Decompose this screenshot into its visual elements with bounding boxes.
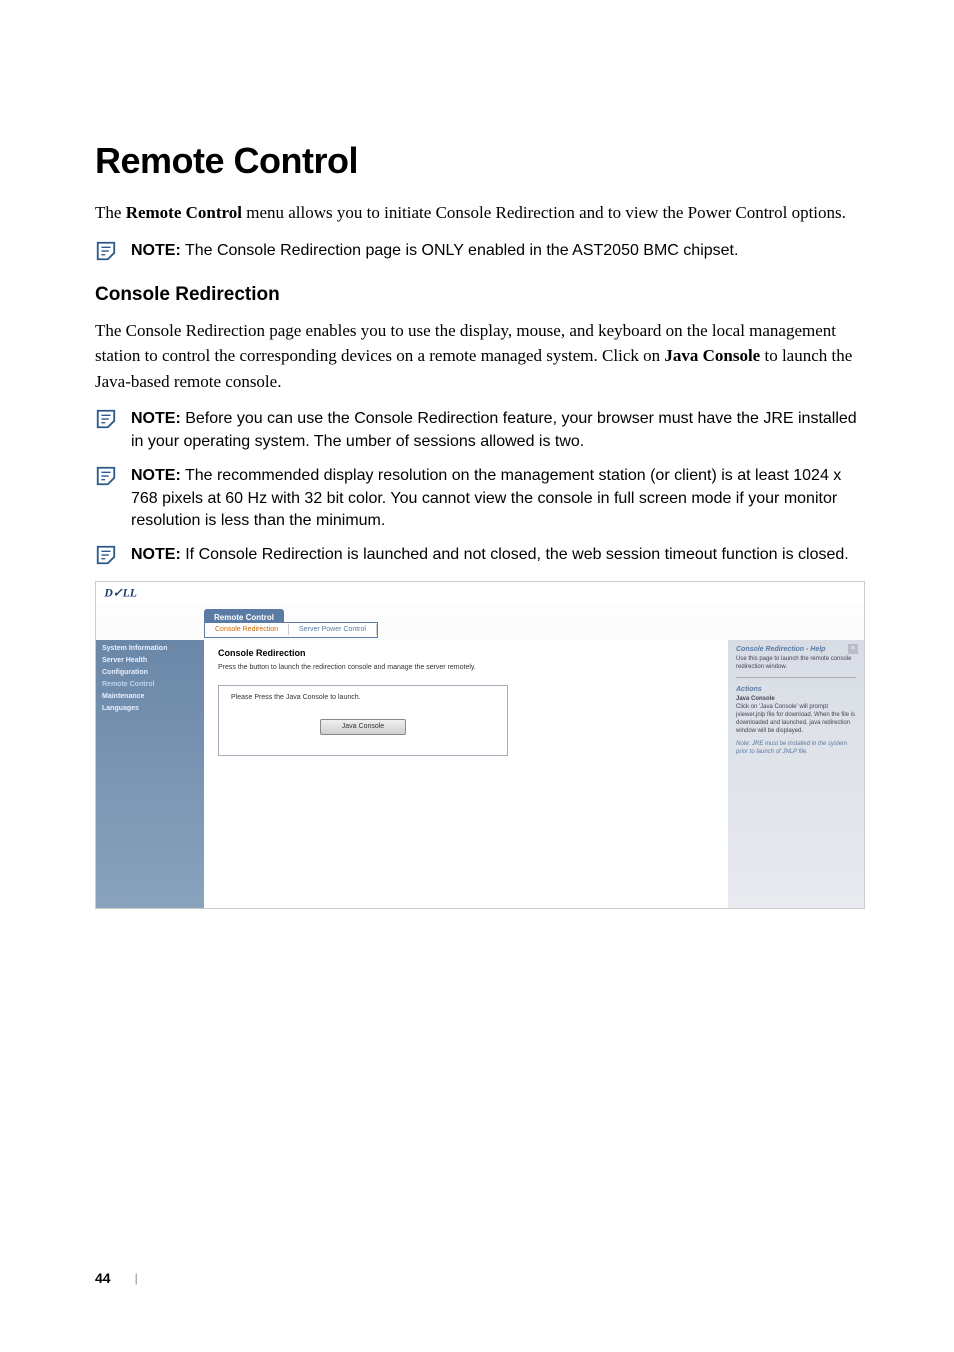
- ss-main-title: Console Redirection: [218, 648, 714, 658]
- note-text-2: NOTE: Before you can use the Console Red…: [131, 408, 869, 453]
- note-icon: [95, 240, 117, 262]
- ss-help-sub: Use this page to launch the remote conso…: [736, 656, 856, 679]
- ss-topbar: D✓LL: [96, 582, 864, 604]
- page-title: Remote Control: [95, 140, 869, 182]
- ss-subtab-console-redirection[interactable]: Console Redirection: [205, 624, 289, 635]
- dell-logo: D✓LL: [104, 585, 158, 601]
- note-body: If Console Redirection is launched and n…: [181, 546, 849, 563]
- java-console-button[interactable]: Java Console: [320, 719, 406, 735]
- note-block-4: NOTE: If Console Redirection is launched…: [95, 544, 869, 566]
- embedded-screenshot: D✓LL Remote Control Console Redirection …: [95, 581, 865, 909]
- note-body: The Console Redirection page is ONLY ena…: [181, 242, 739, 259]
- note-icon: [95, 465, 117, 487]
- page-number: 44: [95, 1270, 111, 1286]
- ss-help-jc-label: Java Console: [736, 696, 775, 702]
- intro-text-2: menu allows you to initiate Console Redi…: [242, 203, 846, 222]
- page-footer: 44 |: [95, 1270, 138, 1286]
- ss-help-actions-label: Actions: [736, 686, 856, 693]
- ss-launch-box: Please Press the Java Console to launch.…: [218, 685, 508, 756]
- svg-text:D✓LL: D✓LL: [104, 586, 137, 599]
- sidebar-item-remote-control[interactable]: Remote Control: [102, 680, 198, 689]
- ss-help-title: Console Redirection - Help: [736, 646, 856, 653]
- section-heading: Console Redirection: [95, 284, 869, 306]
- ss-subtab-server-power-control[interactable]: Server Power Control: [289, 624, 377, 635]
- sidebar-item-languages[interactable]: Languages: [102, 704, 198, 713]
- section-paragraph: The Console Redirection page enables you…: [95, 318, 869, 395]
- note-icon: [95, 544, 117, 566]
- intro-text-1: The: [95, 203, 126, 222]
- note-label: NOTE:: [131, 410, 181, 427]
- note-body: The recommended display resolution on th…: [131, 467, 841, 529]
- note-label: NOTE:: [131, 546, 181, 563]
- help-close-icon[interactable]: ×: [848, 644, 858, 654]
- ss-sidebar: System Information Server Health Configu…: [96, 640, 204, 908]
- ss-subtab-row: Console Redirection Server Power Control: [204, 622, 378, 638]
- sidebar-item-configuration[interactable]: Configuration: [102, 668, 198, 677]
- intro-paragraph: The Remote Control menu allows you to in…: [95, 200, 869, 226]
- ss-help-note: Note: JRE must be installed in the syste…: [736, 741, 856, 757]
- sidebar-item-maintenance[interactable]: Maintenance: [102, 692, 198, 701]
- ss-launch-text: Please Press the Java Console to launch.: [231, 694, 495, 701]
- note-block-2: NOTE: Before you can use the Console Red…: [95, 408, 869, 453]
- note-text-1: NOTE: The Console Redirection page is ON…: [131, 240, 738, 262]
- note-icon: [95, 408, 117, 430]
- note-block-3: NOTE: The recommended display resolution…: [95, 465, 869, 532]
- section-bold: Java Console: [664, 346, 760, 365]
- page-separator: |: [135, 1271, 138, 1285]
- note-body: Before you can use the Console Redirecti…: [131, 410, 857, 449]
- sidebar-item-server-health[interactable]: Server Health: [102, 656, 198, 665]
- ss-help-jc-text: Click on 'Java Console' will prompt jvie…: [736, 704, 855, 733]
- intro-bold-1: Remote Control: [126, 203, 242, 222]
- note-label: NOTE:: [131, 467, 181, 484]
- ss-main-subtitle: Press the button to launch the redirecti…: [218, 664, 714, 671]
- ss-help-panel: × Console Redirection - Help Use this pa…: [728, 640, 864, 908]
- note-block-1: NOTE: The Console Redirection page is ON…: [95, 240, 869, 262]
- sidebar-item-system-information[interactable]: System Information: [102, 644, 198, 653]
- note-text-3: NOTE: The recommended display resolution…: [131, 465, 869, 532]
- ss-main-panel: Console Redirection Press the button to …: [204, 640, 728, 908]
- ss-help-body: Java Console Click on 'Java Console' wil…: [736, 696, 856, 735]
- note-label: NOTE:: [131, 242, 181, 259]
- note-text-4: NOTE: If Console Redirection is launched…: [131, 544, 849, 566]
